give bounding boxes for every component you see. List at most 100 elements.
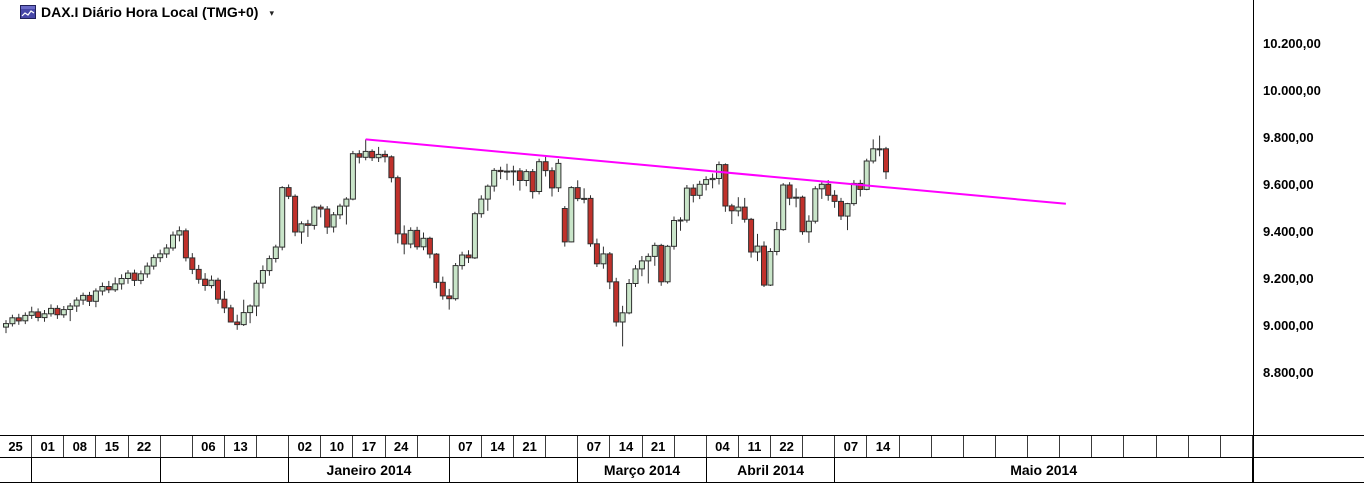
candle (73, 299, 80, 307)
candle (863, 160, 870, 190)
candle (317, 206, 324, 210)
candle (247, 305, 254, 314)
time-axis-week-cell (418, 436, 450, 457)
price-axis-label: 8.800,00 (1263, 365, 1314, 380)
candle (215, 279, 221, 300)
candle (857, 182, 864, 190)
time-axis-week-cell: 15 (96, 436, 129, 457)
candle (3, 323, 9, 328)
candle (157, 253, 164, 259)
candle (741, 206, 748, 220)
candle (414, 229, 421, 248)
candle (478, 198, 485, 215)
candle (35, 311, 42, 318)
candle (388, 156, 395, 179)
candle (677, 219, 684, 222)
time-axis-month-cell (450, 458, 579, 482)
candle (452, 265, 459, 300)
time-axis: 25 01 08 15 22 06 13 02 10 17 24 07 14 21 07 14 21 04 11 22… (0, 435, 1364, 484)
time-axis-week-cell: 07 (835, 436, 868, 457)
candle (304, 223, 311, 226)
candle (786, 184, 793, 199)
time-axis-week-cell: 14 (482, 436, 515, 457)
candle (780, 184, 787, 231)
candle (883, 148, 889, 173)
time-axis-month-row: Janeiro 2014 Março 2014 Abril 2014 Maio 201… (0, 458, 1364, 483)
candle (259, 270, 266, 284)
candle (9, 317, 16, 325)
candle (497, 169, 504, 173)
chevron-down-icon[interactable]: ▾ (269, 7, 274, 18)
candle (870, 148, 877, 162)
time-axis-week-cell: 06 (193, 436, 225, 457)
time-axis-week-cell: 22 (129, 436, 161, 457)
candle (523, 171, 530, 182)
candle (54, 307, 61, 316)
candle (15, 317, 22, 322)
candle (92, 290, 99, 302)
time-axis-week-cell (932, 436, 964, 457)
candle (587, 197, 594, 245)
time-axis-week-cell: 22 (771, 436, 804, 457)
candle (324, 208, 331, 228)
candle (703, 179, 710, 185)
chart-titlebar: DAX.I Diário Hora Local (TMG+0) ▾ (20, 4, 274, 20)
candle (542, 161, 549, 172)
time-axis-week-cell (803, 436, 836, 457)
candle (722, 164, 729, 207)
time-axis-week-cell: 07 (578, 436, 611, 457)
candle (510, 170, 517, 173)
candle (407, 229, 414, 245)
candle (664, 245, 671, 283)
candle (105, 286, 112, 291)
candle (619, 312, 626, 323)
candle (48, 307, 54, 315)
candle (330, 214, 337, 228)
candle (754, 245, 761, 253)
price-axis: 10.200,00 10.000,00 9.800,00 9.600,00 9.400,… (1253, 0, 1364, 436)
candle (375, 153, 382, 159)
candle (793, 196, 800, 199)
candle (844, 203, 851, 217)
candle (163, 247, 170, 255)
candle (420, 237, 427, 248)
candle (80, 294, 87, 301)
candle (613, 281, 620, 323)
time-axis-week-cell: 07 (450, 436, 482, 457)
candle (170, 234, 176, 249)
time-axis-week-row: 25 01 08 15 22 06 13 02 10 17 24 07 14 21 07 14 21 04 11 22… (0, 436, 1364, 458)
time-axis-week-cell: 17 (353, 436, 386, 457)
time-axis-week-cell (1060, 436, 1093, 457)
time-axis-week-cell: 10 (321, 436, 354, 457)
candle (593, 243, 600, 265)
candle (491, 169, 498, 187)
trendline[interactable] (365, 138, 1066, 205)
time-axis-week-cell: 13 (225, 436, 258, 457)
candlestick-plot[interactable] (0, 0, 1253, 435)
candle (574, 187, 581, 200)
time-axis-month-cell: Maio 2014 (835, 458, 1253, 482)
candle (298, 223, 305, 233)
price-axis-label: 10.000,00 (1263, 83, 1321, 98)
candle (401, 233, 408, 245)
candle (459, 254, 466, 267)
candle (189, 257, 196, 270)
candle (362, 150, 369, 158)
time-axis-week-cell: 21 (643, 436, 675, 457)
candle (600, 253, 607, 265)
candle (465, 254, 472, 259)
instrument-chart-icon (20, 5, 36, 19)
candle (606, 253, 613, 283)
candle (876, 148, 883, 151)
time-axis-month-cell (32, 458, 161, 482)
price-axis-label: 9.200,00 (1263, 271, 1314, 286)
candle (773, 229, 780, 253)
candle (735, 206, 742, 212)
time-axis-week-cell (675, 436, 707, 457)
candle (349, 153, 356, 200)
time-axis-month-cell: Abril 2014 (707, 458, 836, 482)
candle (99, 286, 106, 292)
candle (831, 194, 838, 202)
candle (28, 311, 35, 316)
